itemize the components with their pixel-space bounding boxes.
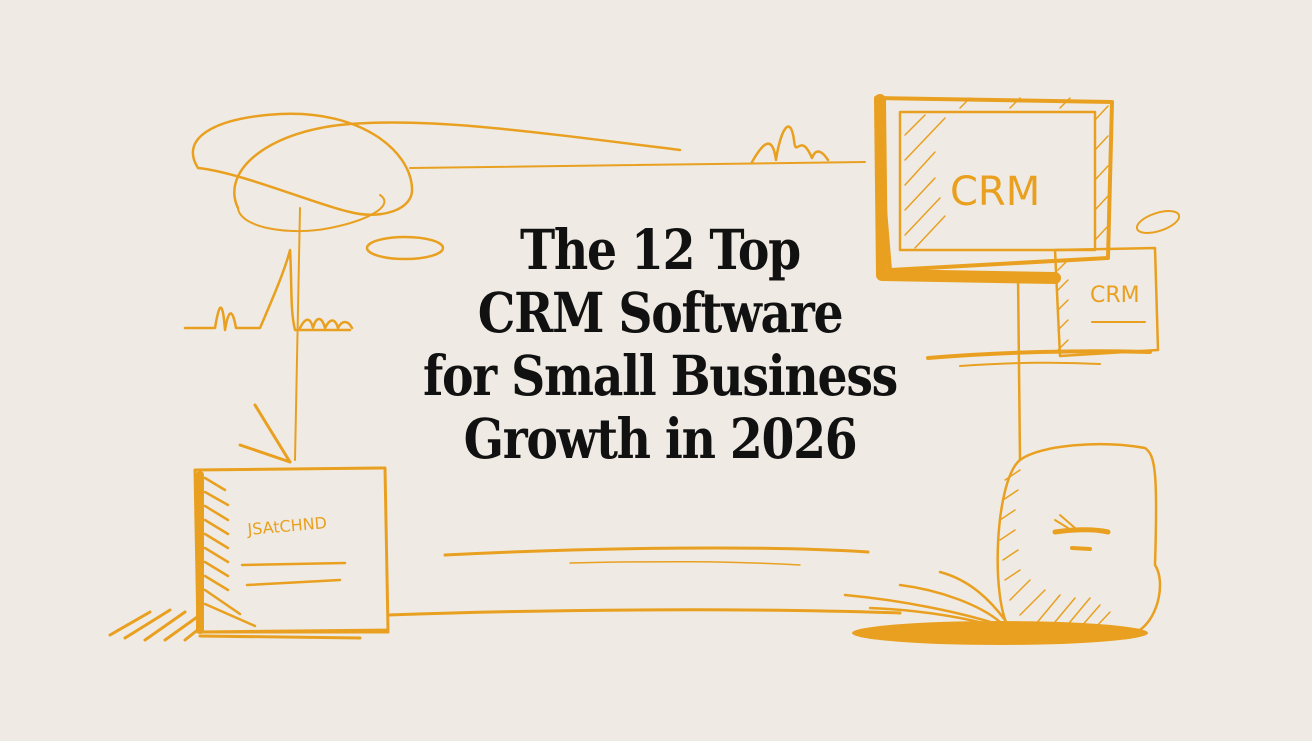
title-line-2: CRM Software: [477, 280, 844, 345]
title-line-3: for Small Business: [422, 343, 898, 408]
character-blob-icon: [996, 442, 1162, 632]
document-box-icon: [108, 466, 390, 642]
ground-shadow: [852, 621, 1148, 645]
crm-monitor-large-icon: [874, 94, 1114, 284]
box-label: JSAtCHND: [246, 513, 328, 539]
scribble-loop-icon: [191, 112, 682, 261]
crm-monitor-small-icon: [926, 246, 1160, 367]
title-line-4: Growth in 2026: [463, 406, 858, 471]
grass-top-icon: [750, 125, 830, 164]
page-title: The 12 Top CRM Software for Small Busine…: [402, 218, 918, 470]
crm-large-label: CRM: [950, 169, 1040, 215]
underline-stroke: [443, 546, 870, 557]
title-line-1: The 12 Top: [520, 217, 801, 282]
connector-line: [294, 207, 301, 461]
crm-small-label: CRM: [1090, 283, 1140, 308]
grass-left-icon: [183, 248, 352, 332]
arrow-icon: [253, 403, 292, 464]
leaves-icon: [843, 570, 1007, 630]
